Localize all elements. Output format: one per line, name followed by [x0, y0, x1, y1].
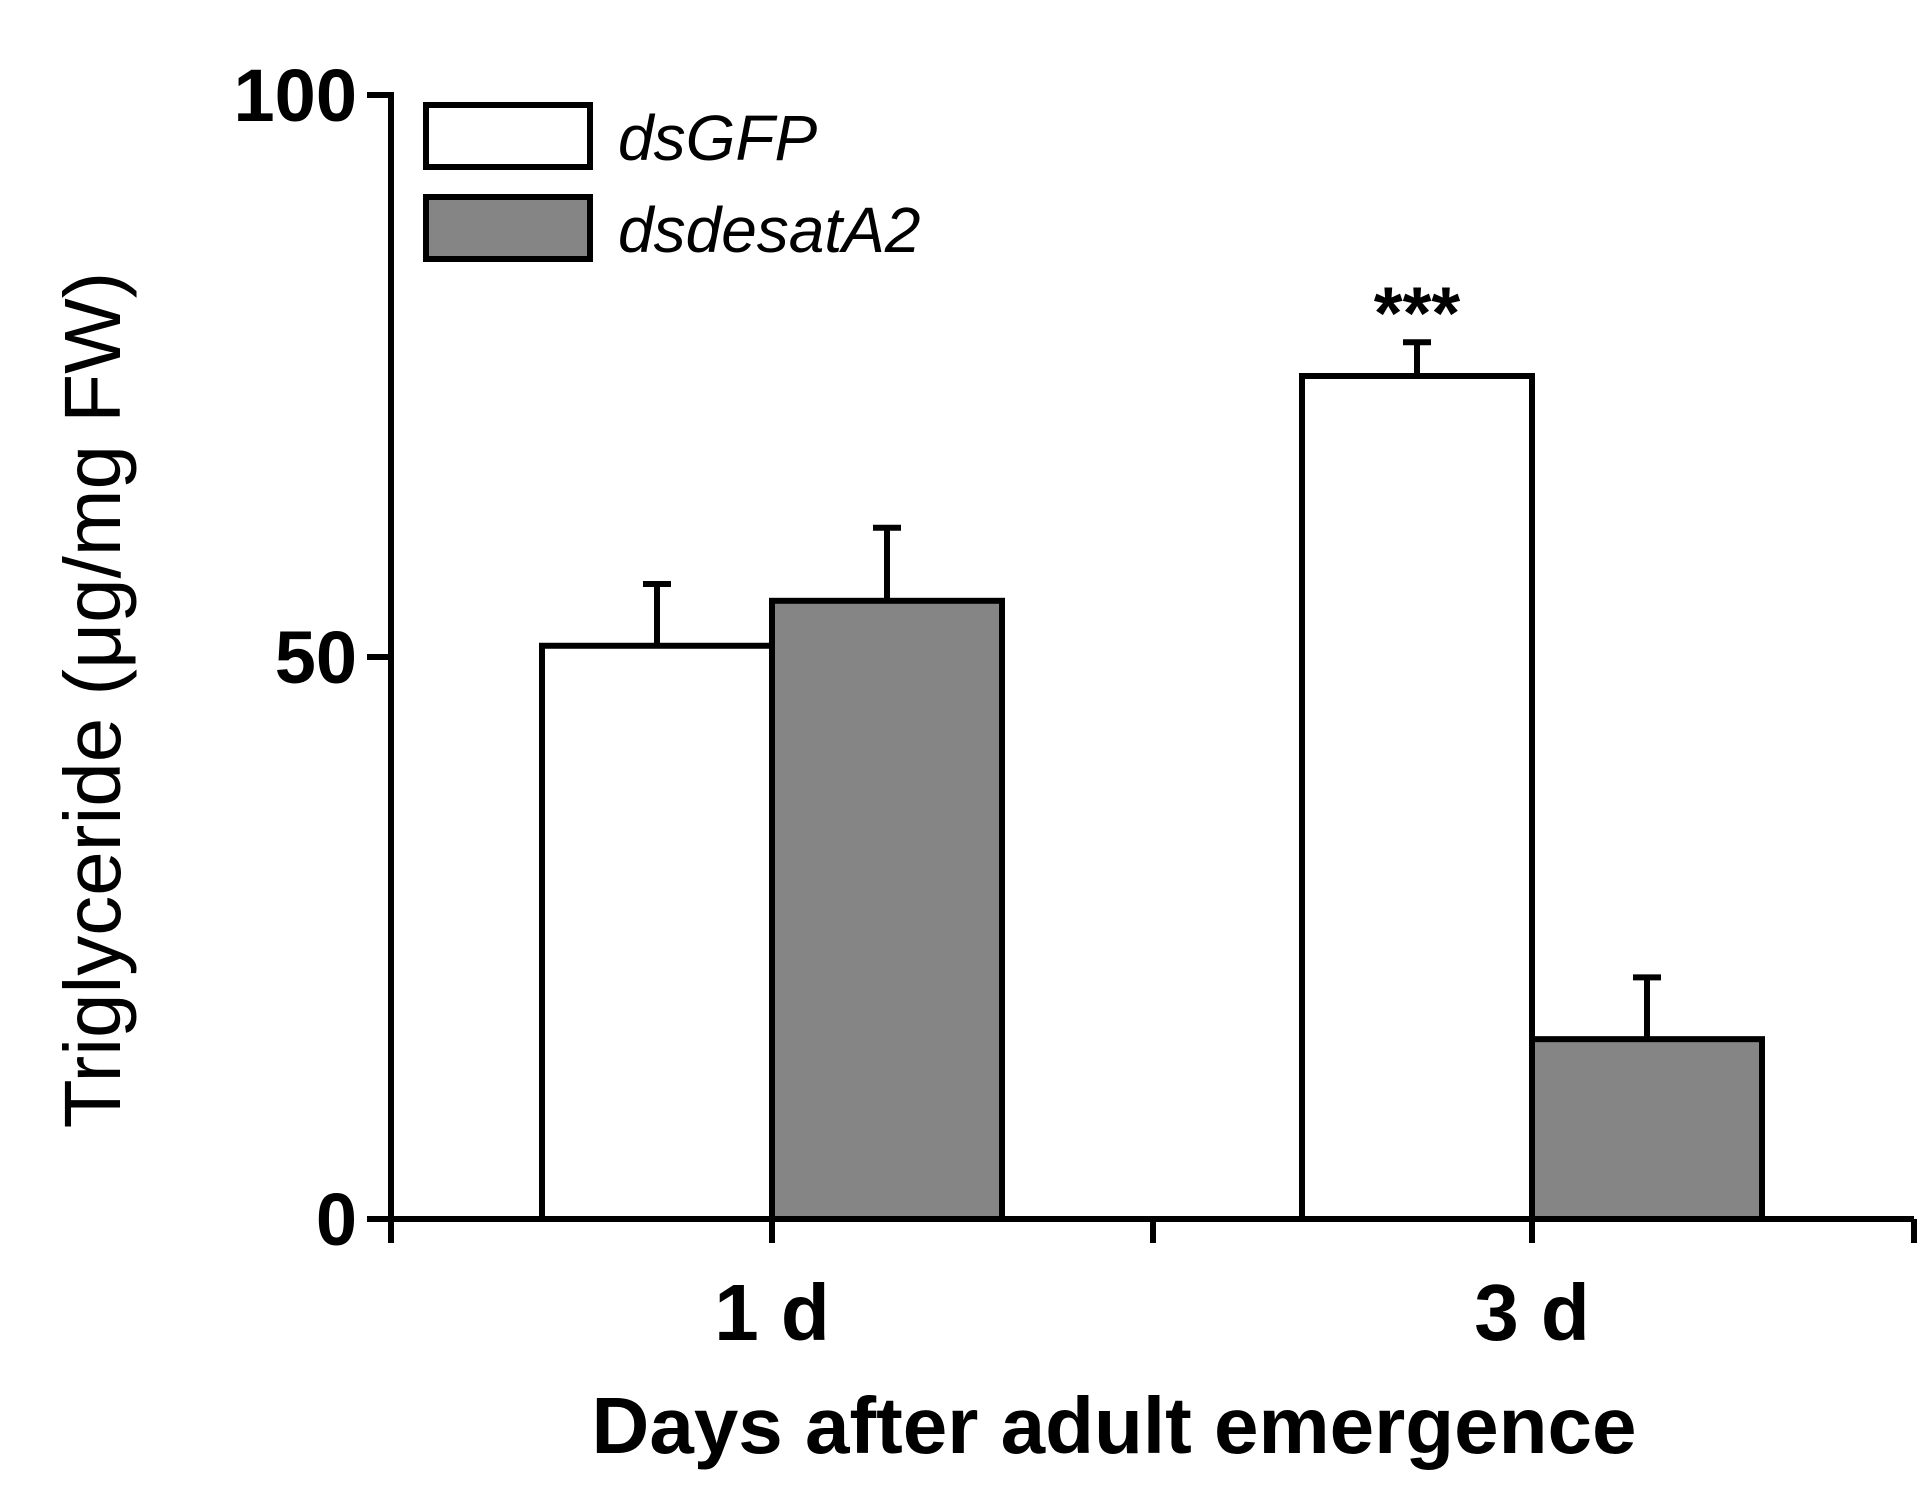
- y-axis-title: Triglyceride (μg/mg FW): [48, 272, 137, 1129]
- bar-dsgfp-1: [1299, 373, 1535, 1222]
- x-tick-label: 1 d: [714, 1268, 830, 1357]
- legend-swatch-dsgfp: [423, 102, 593, 170]
- x-axis-title: Days after adult emergence: [592, 1381, 1637, 1470]
- legend-swatch-dsdesata2: [423, 194, 593, 262]
- bars-layer: [539, 373, 1765, 1223]
- y-tick-label: 50: [275, 616, 357, 699]
- bar-dsdesata2-1: [1529, 1036, 1765, 1223]
- legend-label-dsdesata2: dsdesatA2: [618, 194, 920, 266]
- error-bars-layer: [643, 339, 1661, 1040]
- annotations: ***: [1374, 271, 1461, 354]
- x-tick-label: 3 d: [1474, 1268, 1590, 1357]
- y-tick-label: 0: [316, 1178, 357, 1261]
- y-tick-label: 100: [234, 54, 357, 137]
- x-ticks: 1 d 3 d: [388, 1219, 1917, 1357]
- bar-dsdesata2-0: [769, 597, 1005, 1222]
- significance-marker: ***: [1374, 271, 1461, 354]
- y-ticks: 0 50 100: [234, 54, 391, 1261]
- bar-dsgfp-0: [539, 642, 775, 1222]
- legend: dsGFP dsdesatA2: [423, 102, 920, 266]
- legend-label-dsgfp: dsGFP: [618, 102, 817, 174]
